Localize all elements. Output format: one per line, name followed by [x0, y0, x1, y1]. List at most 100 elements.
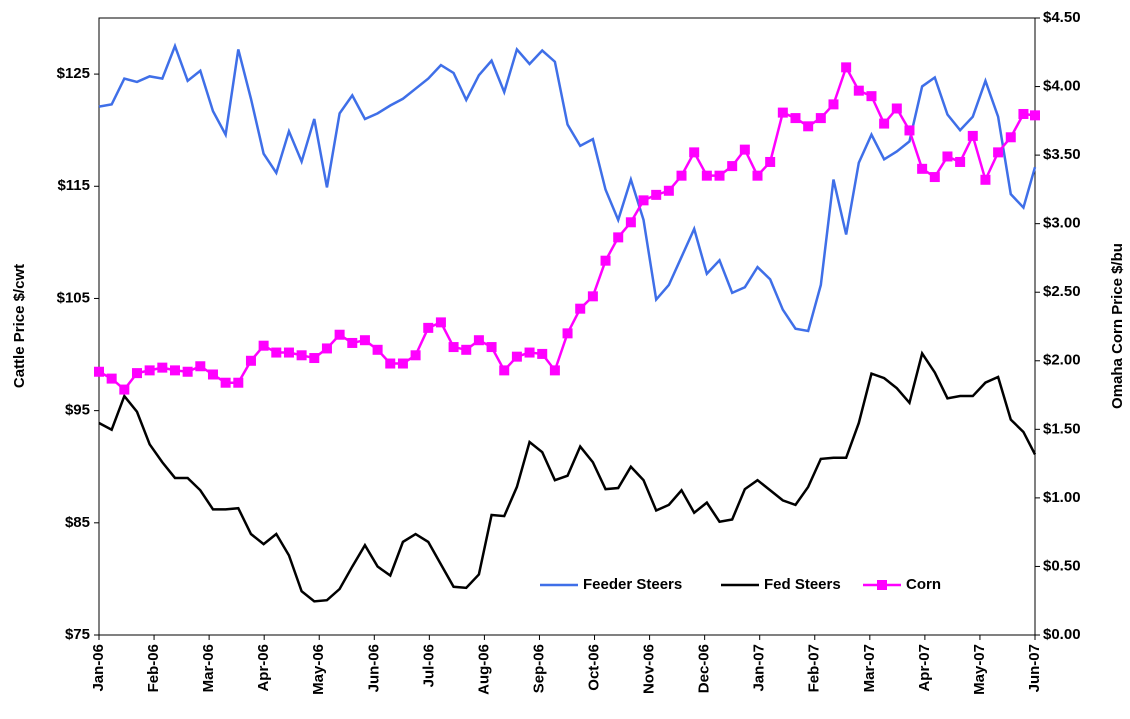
x-tick-label: Mar-06 [200, 644, 217, 692]
series-marker [828, 99, 839, 110]
series-marker [524, 347, 535, 358]
x-tick-label: Dec-06 [696, 644, 713, 693]
x-tick-label: Sep-06 [530, 644, 547, 693]
series-marker [169, 365, 180, 376]
series-marker [511, 351, 522, 362]
series-marker [701, 170, 712, 181]
series-marker [727, 161, 738, 172]
x-tick-label: Nov-06 [641, 644, 658, 694]
series-marker [803, 121, 814, 132]
series-marker [841, 62, 852, 73]
series-marker [283, 347, 294, 358]
series-marker [423, 322, 434, 333]
series-marker [182, 366, 193, 377]
y2-tick-label: $3.50 [1043, 146, 1081, 163]
series-marker [461, 344, 472, 355]
series-marker [473, 335, 484, 346]
series-marker [625, 217, 636, 228]
series-marker [689, 147, 700, 158]
x-tick-label: Jul-06 [420, 644, 437, 687]
series-marker [258, 340, 269, 351]
series-marker [245, 355, 256, 366]
series-marker [739, 144, 750, 155]
y2-tick-label: $4.50 [1043, 9, 1081, 26]
x-tick-label: Apr-06 [255, 644, 272, 692]
y-tick-label: $75 [65, 626, 90, 643]
series-marker [853, 85, 864, 96]
series-marker [663, 185, 674, 196]
series-marker [410, 350, 421, 361]
y-tick-label: $85 [65, 514, 90, 531]
y2-tick-label: $1.50 [1043, 420, 1081, 437]
series-marker [777, 107, 788, 118]
series-marker [562, 328, 573, 339]
series-marker [967, 130, 978, 141]
y2-tick-label: $2.00 [1043, 352, 1081, 369]
series-marker [1018, 108, 1029, 119]
series-marker [347, 337, 358, 348]
series-marker [765, 156, 776, 167]
series-marker [866, 91, 877, 102]
series-marker [309, 353, 320, 364]
series-marker [372, 344, 383, 355]
y-tick-label: $115 [57, 177, 90, 194]
series-marker [207, 369, 218, 380]
series-marker [195, 361, 206, 372]
series-marker [271, 347, 282, 358]
plot-frame [98, 17, 1036, 636]
x-tick-label: May-06 [310, 644, 327, 695]
series-marker [537, 348, 548, 359]
y2-tick-label: $3.00 [1043, 215, 1081, 232]
series-marker [486, 342, 497, 353]
series-marker [157, 362, 168, 373]
series-marker [587, 291, 598, 302]
series-marker [359, 335, 370, 346]
series-marker [385, 358, 396, 369]
x-tick-label: Jan-06 [90, 644, 107, 692]
series-marker [435, 317, 446, 328]
y-axis-label: Cattle Price $/cwt [11, 264, 28, 388]
series-marker [752, 170, 763, 181]
x-tick-label: Aug-06 [475, 644, 492, 695]
series-marker [993, 147, 1004, 158]
series-marker [499, 365, 510, 376]
y-tick-label: $95 [65, 402, 90, 419]
legend-label: Fed Steers [764, 576, 841, 593]
series-marker [1005, 132, 1016, 143]
series-marker [106, 373, 117, 384]
x-tick-label: Apr-07 [916, 644, 933, 692]
series-marker [955, 156, 966, 167]
series-marker [296, 350, 307, 361]
series-line [98, 350, 1037, 603]
y2-tick-label: $0.50 [1043, 557, 1081, 574]
y-tick-label: $105 [57, 289, 90, 306]
series-marker [676, 170, 687, 181]
x-tick-label: Feb-07 [806, 644, 823, 692]
series-marker [714, 170, 725, 181]
series-marker [891, 103, 902, 114]
y2-tick-label: $2.50 [1043, 283, 1081, 300]
series-line [98, 42, 1037, 333]
y2-tick-label: $0.00 [1043, 626, 1081, 643]
series-marker [397, 358, 408, 369]
y2-tick-label: $4.00 [1043, 78, 1081, 95]
series-marker [815, 113, 826, 124]
series-marker [638, 195, 649, 206]
series-marker [1030, 110, 1040, 121]
series-marker [904, 125, 915, 136]
legend-label: Corn [906, 576, 941, 593]
series-marker [448, 342, 459, 353]
x-tick-label: Mar-07 [861, 644, 878, 692]
x-tick-label: Jun-07 [1026, 644, 1043, 692]
y2-tick-label: $1.00 [1043, 489, 1081, 506]
y-tick-label: $125 [57, 65, 90, 82]
x-tick-label: May-07 [971, 644, 988, 695]
series-marker [119, 384, 130, 395]
series-marker [549, 365, 560, 376]
y2-axis-label: Omaha Corn Price $/bu [1109, 243, 1126, 409]
legend-marker [877, 580, 887, 590]
series-marker [790, 113, 801, 124]
series-marker [600, 255, 611, 266]
series-marker [334, 329, 345, 340]
